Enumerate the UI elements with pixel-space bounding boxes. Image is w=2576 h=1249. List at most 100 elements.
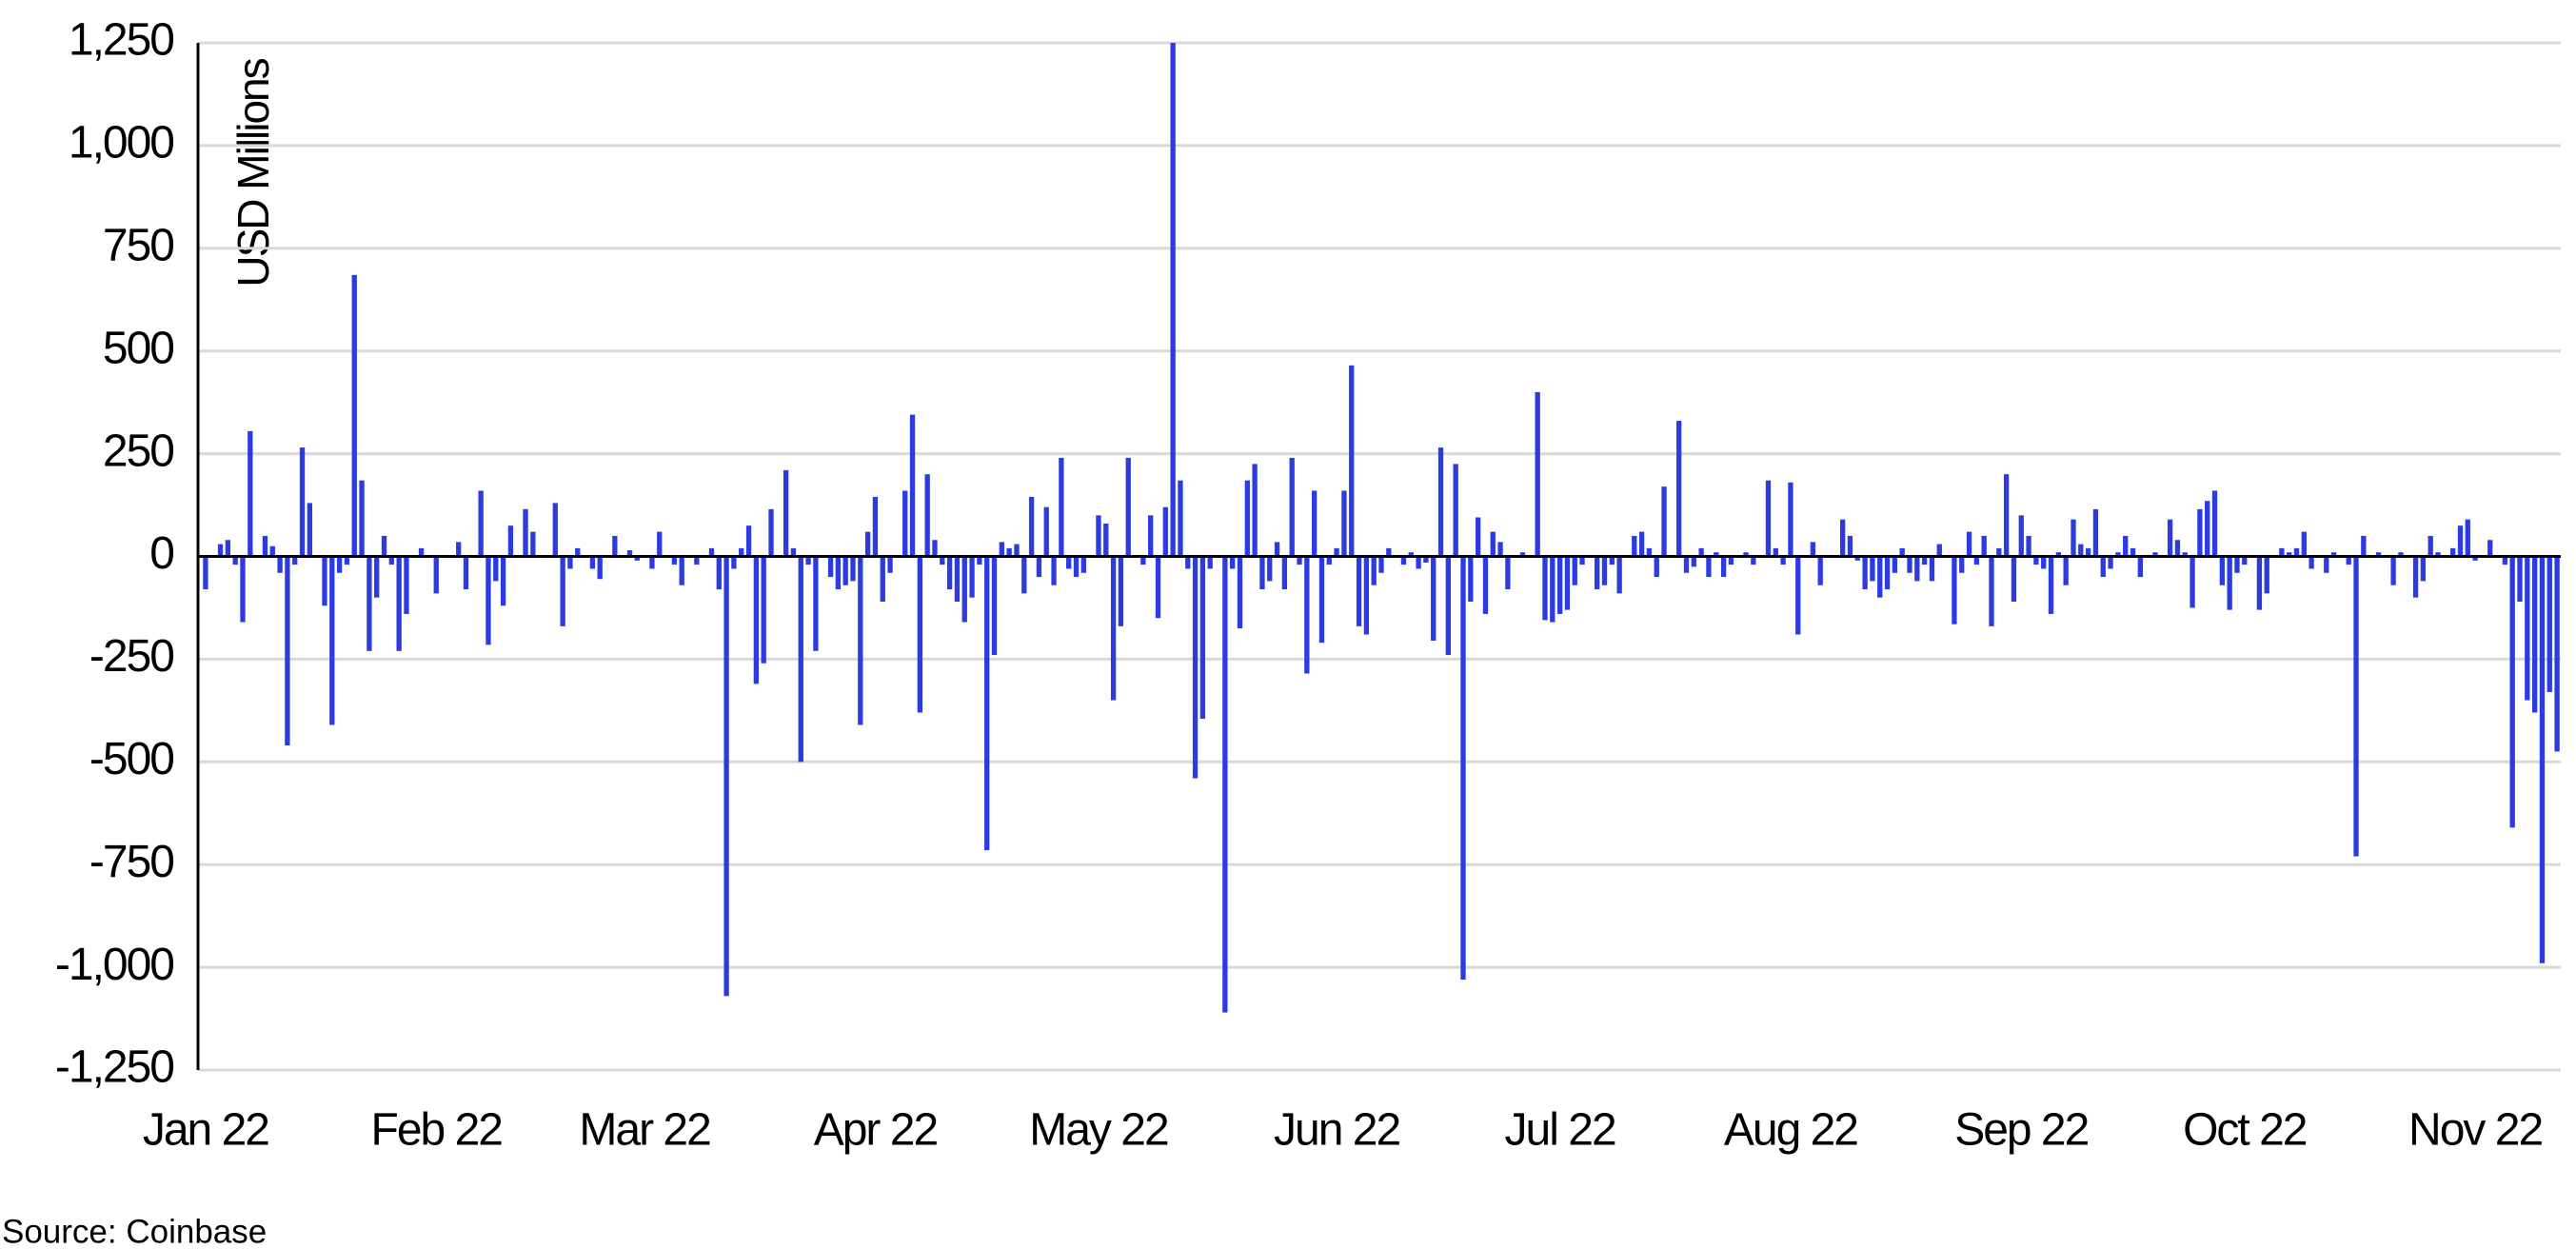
bar	[1378, 556, 1384, 573]
bar	[2324, 556, 2329, 573]
bar	[1453, 464, 1458, 557]
bar	[1572, 556, 1577, 585]
bar	[1795, 556, 1801, 635]
bar	[1244, 480, 1250, 557]
y-tick-label: 1,250	[69, 15, 173, 66]
bar	[248, 430, 253, 557]
bar	[1936, 544, 1942, 557]
bar	[2100, 556, 2106, 578]
bar	[2256, 556, 2263, 610]
bar	[1259, 556, 1265, 590]
bar	[1691, 556, 1696, 567]
bar	[1051, 556, 1057, 585]
bar	[1155, 556, 1161, 619]
bar	[1870, 556, 1875, 582]
bar	[1505, 556, 1511, 590]
y-tick-label: 1,000	[69, 118, 173, 169]
bar	[626, 550, 633, 557]
bar	[716, 556, 722, 590]
bar	[2123, 535, 2129, 557]
bar	[1921, 556, 1928, 565]
bar	[1535, 391, 1540, 557]
bar	[1743, 552, 1749, 557]
bar	[917, 556, 923, 713]
bar	[1311, 490, 1318, 557]
y-tick-label: -750	[89, 837, 173, 887]
bar	[567, 556, 573, 569]
bar	[1579, 556, 1585, 565]
bar	[858, 556, 863, 725]
bar	[1059, 457, 1064, 557]
bar	[1550, 556, 1556, 623]
bar	[783, 469, 789, 557]
bar	[404, 556, 409, 614]
bar	[292, 556, 298, 565]
bar	[1765, 480, 1772, 557]
bar	[1654, 556, 1659, 578]
x-tick-label: Jun 22	[1274, 1105, 1399, 1156]
y-axis-title: USD Millions	[228, 58, 278, 287]
bar	[612, 535, 618, 557]
bar	[1341, 490, 1347, 557]
bar	[731, 556, 737, 569]
bar	[1437, 447, 1444, 557]
bar	[1564, 556, 1571, 610]
bar	[2211, 490, 2218, 557]
bar	[634, 556, 640, 561]
bar	[2055, 552, 2062, 557]
bar	[2361, 535, 2367, 557]
bar	[388, 556, 394, 565]
bar	[2449, 547, 2456, 557]
bar	[560, 556, 565, 626]
bar	[1884, 556, 1891, 590]
bar	[367, 556, 372, 651]
bar	[991, 556, 998, 656]
bar	[1297, 556, 1302, 565]
bar	[1356, 556, 1362, 626]
bar	[2033, 556, 2039, 565]
x-tick-label: Feb 22	[371, 1105, 503, 1156]
bar	[2390, 556, 2396, 585]
bar	[1148, 515, 1154, 557]
bar	[2092, 508, 2099, 557]
bar	[1162, 506, 1168, 557]
bar	[396, 556, 402, 651]
bar	[463, 556, 469, 590]
bar	[1698, 547, 1704, 557]
bar	[307, 503, 313, 557]
bar	[1847, 535, 1853, 557]
bar	[924, 474, 930, 557]
bar	[240, 556, 246, 623]
bar	[1289, 457, 1295, 557]
bar	[2279, 547, 2285, 557]
bar	[262, 535, 268, 557]
bar	[217, 544, 224, 557]
bar	[1252, 464, 1258, 557]
x-tick-label: Oct 22	[2183, 1105, 2307, 1156]
bar	[1683, 556, 1690, 573]
bar	[2531, 556, 2538, 713]
bar	[1788, 482, 1793, 557]
bar	[1542, 556, 1548, 621]
bar	[1408, 552, 1414, 557]
bar	[2308, 556, 2314, 569]
bar	[739, 547, 744, 557]
bar	[2227, 556, 2232, 610]
x-tick-label: Jul 22	[1505, 1105, 1615, 1156]
bar	[2197, 508, 2203, 557]
bar	[1676, 421, 1682, 557]
bar	[798, 556, 803, 763]
bar	[2115, 552, 2121, 557]
bar	[1386, 547, 1392, 557]
bar	[864, 531, 871, 557]
bar	[790, 547, 797, 557]
bar	[359, 480, 365, 557]
bar	[1638, 531, 1645, 557]
bar	[2041, 556, 2047, 569]
bar	[753, 556, 760, 684]
bar	[1706, 556, 1712, 578]
bar	[1966, 531, 1972, 557]
bar	[1490, 531, 1496, 557]
bar	[1066, 556, 1072, 569]
bar	[1460, 556, 1466, 981]
